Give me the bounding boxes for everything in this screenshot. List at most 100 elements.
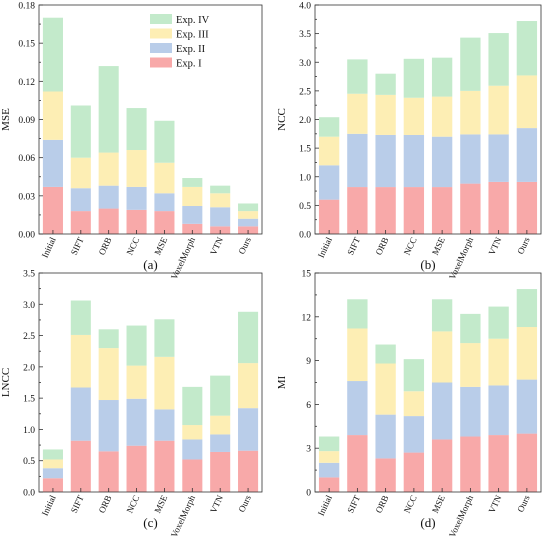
bar-ncc-exp-i [126,209,147,234]
bar-sift-exp-ii [70,387,91,441]
x-tick-label-initial: Initial [316,493,334,517]
bar-orb-exp-i [98,451,119,492]
bar-vtn-exp-iii [488,85,509,135]
bar-orb-exp-i [375,187,396,234]
x-tick-label-sift: SIFT [345,493,362,514]
bar-orb-exp-i [375,458,396,492]
bar-initial-exp-ii [318,165,340,200]
y-tick-label: 3.0 [299,59,311,69]
bar-voxelmorph-exp-iii [460,343,481,387]
bar-ours-exp-iii [516,327,538,380]
bar-ours-exp-ii [516,379,538,434]
bar-voxelmorph-exp-ii [460,134,481,184]
panel-label: (b) [420,257,435,272]
bar-orb-exp-iii [375,94,396,135]
y-tick-label: 0.5 [299,202,311,212]
legend-swatch-exp-iii [150,28,172,39]
bars [318,289,538,492]
x-tick-label-vtn: VTN [487,235,504,256]
x-tick-label-orb: ORB [374,236,391,257]
x-tick-label-mse: MSE [152,493,169,514]
y-tick-label: 6 [306,401,311,411]
panel-a-mse-chart: 0.00 0.03 0.06 0.09 0.12 0.15 0.18 MSE Initial SI… [0,2,263,281]
bar-vtn-exp-ii [488,134,509,182]
bar-ours-exp-i [516,181,538,234]
y-tick-label: 1.0 [23,426,35,436]
bar-ncc-exp-i [403,452,425,492]
legend-swatch-exp-ii [150,43,172,53]
bar-initial-exp-i [318,477,340,492]
y-tick-label: 1.5 [299,145,311,155]
x-tick-label-ours: Ours [515,493,532,514]
y-tick-label: 0.18 [18,2,35,12]
y-tick-label: 0.03 [18,192,35,202]
bars [42,300,259,492]
x-tick-label-mse: MSE [430,493,447,514]
x-tick-label-voxelmorph: VoxelMorph [169,493,197,538]
y-axis: 0.0 0.5 1.0 1.5 2.0 2.5 3.0 3.5 4.0 [299,2,319,241]
bar-vtn-exp-iii [210,415,231,435]
bar-ours-exp-i [238,450,259,492]
bar-sift-exp-i [70,440,91,492]
x-tick-label-vtn: VTN [208,493,225,514]
y-tick-label: 0.06 [18,154,35,164]
bar-mse-exp-iii [431,331,453,383]
panel-d-mi-chart: 0 3 6 9 12 15 MI Initial SIFT ORB NCC MSE VoxelMorph… [276,270,542,538]
y-tick-label: 3.5 [23,270,35,280]
y-tick-label: 1.0 [299,173,311,183]
panel-label: (c) [143,515,157,530]
bar-orb-exp-iv [98,329,119,349]
bar-ncc-exp-i [126,445,147,492]
bar-voxelmorph-exp-iii [182,425,203,440]
bar-initial-exp-iv [42,449,63,460]
bar-orb-exp-ii [98,185,119,209]
bar-sift-exp-iv [347,299,368,329]
bar-mse-exp-iv [431,299,453,332]
x-tick-label-voxelmorph: VoxelMorph [169,235,197,281]
bar-ours-exp-iv [516,289,538,328]
bar-voxelmorph-exp-i [182,459,203,492]
bar-mse-exp-i [431,187,453,234]
x-tick-label-voxelmorph: VoxelMorph [447,235,475,281]
bar-orb-exp-iv [98,66,119,153]
bar-voxelmorph-exp-i [182,223,203,234]
bar-ours-exp-iv [238,311,259,364]
y-tick-label: 3 [306,445,311,455]
legend-label-exp-iii: Exp. III [176,30,209,41]
bar-ncc-exp-i [403,187,425,234]
bar-ours-exp-iv [516,21,538,76]
bar-initial-exp-ii [318,462,340,478]
y-tick-label: 0.5 [23,457,35,467]
y-axis: 0.0 0.5 1.0 1.5 2.0 2.5 3.0 3.5 [23,270,43,499]
bar-initial-exp-i [42,186,63,234]
bar-voxelmorph-exp-ii [182,439,203,460]
x-tick-label-ncc: NCC [124,494,141,515]
y-tick-label: 0.12 [18,78,35,88]
x-tick-label-ncc: NCC [124,236,141,257]
bar-mse-exp-ii [154,409,175,441]
bar-voxelmorph-exp-i [460,436,481,492]
bar-mse-exp-iv [154,319,175,357]
bar-vtn-exp-ii [210,434,231,452]
bar-mse-exp-iii [431,96,453,137]
x-tick-label-orb: ORB [374,494,391,515]
panel-c-lncc-chart: 0.0 0.5 1.0 1.5 2.0 2.5 3.0 3.5 LNCC Initial SIFT O… [0,270,263,538]
bar-voxelmorph-exp-ii [460,386,481,437]
y-axis-label: LNCC [0,368,12,397]
bar-sift-exp-ii [347,381,368,436]
bar-vtn-exp-iv [210,185,231,194]
bar-orb-exp-iv [375,344,396,364]
bar-ncc-exp-ii [126,398,147,446]
y-tick-label: 0.00 [18,231,35,241]
bar-voxelmorph-exp-iv [460,37,481,91]
x-tick-label-initial: Initial [316,235,334,259]
bar-vtn-exp-ii [488,385,509,436]
bar-vtn-exp-i [210,451,231,492]
bar-sift-exp-i [70,211,91,234]
y-tick-label: 15 [302,270,312,280]
bar-mse-exp-iii [154,162,175,194]
bar-ours-exp-iv [238,203,259,212]
x-tick-label-initial: Initial [40,235,58,259]
bar-sift-exp-ii [347,133,368,188]
bar-initial-exp-ii [42,139,63,187]
